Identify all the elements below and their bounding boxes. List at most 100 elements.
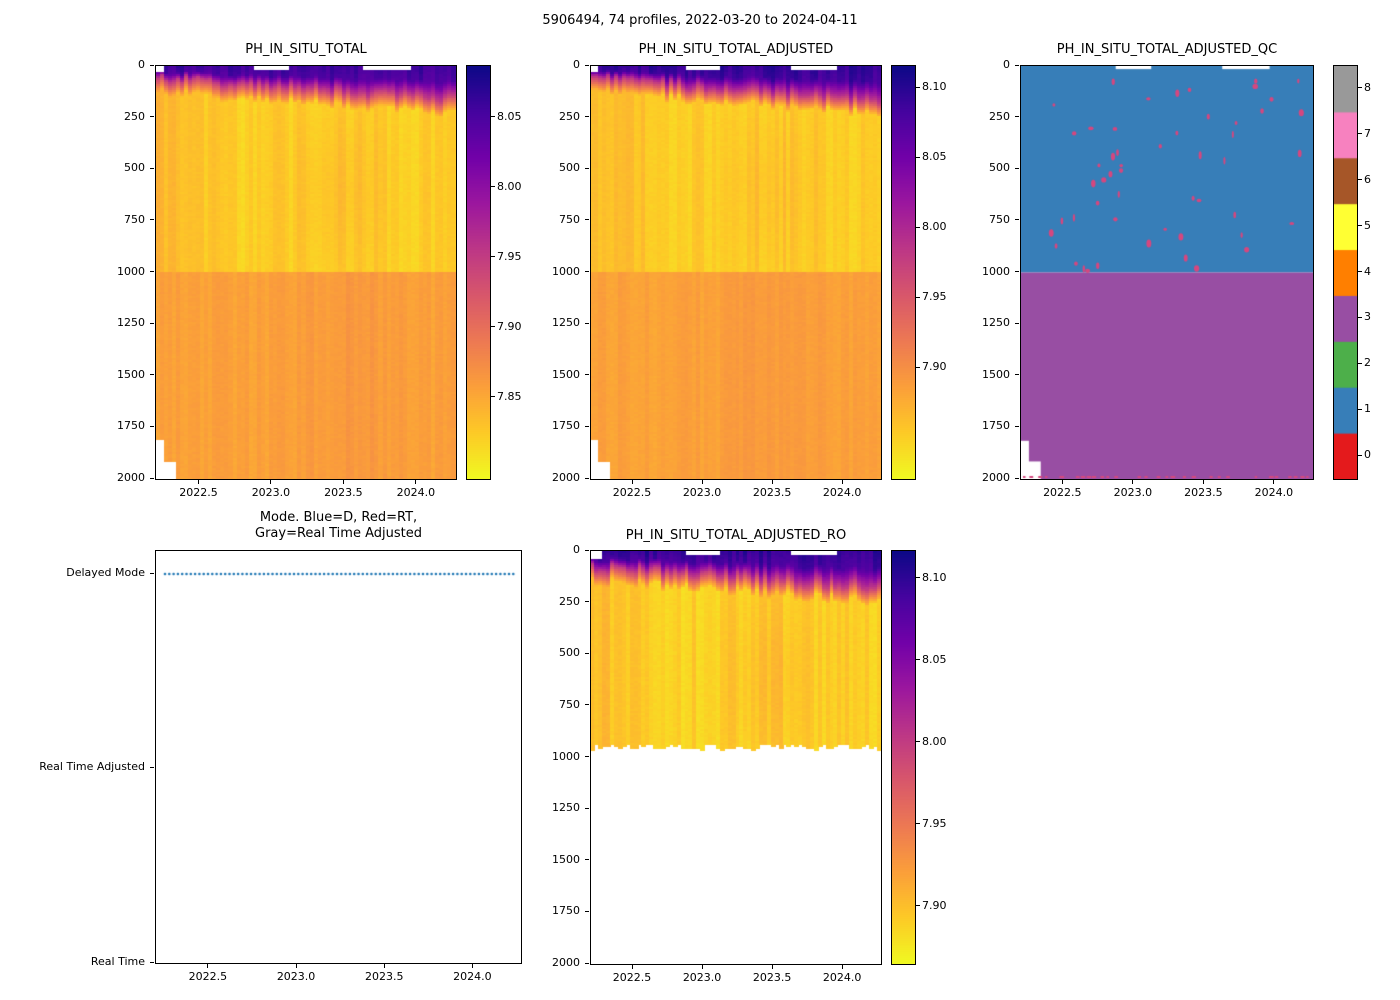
x-tick-mark	[701, 965, 703, 969]
x-tick-label: 2023.5	[324, 486, 363, 499]
colorbar-tick-mark	[1358, 454, 1362, 456]
colorbar-ph-in-situ-total	[466, 65, 491, 480]
y-tick-mark	[585, 756, 589, 757]
colorbar-tick-label: 0	[1364, 448, 1371, 462]
colorbar-tick-label: 6	[1364, 172, 1371, 186]
x-tick-mark	[1273, 480, 1275, 484]
y-tick-label: 1500	[117, 367, 145, 381]
y-tick-mark	[585, 910, 589, 912]
x-tick-label: 2023.0	[251, 486, 291, 499]
colorbar-ph-in-situ-total-canvas	[467, 66, 490, 479]
x-tick-mark	[415, 480, 417, 484]
y-tick-label: 2000	[117, 471, 145, 484]
colorbar-tick-label: 2	[1364, 356, 1371, 370]
x-tick-label: 2024.0	[453, 970, 492, 983]
colorbar-tick-mark	[1358, 316, 1362, 318]
y-tick-label: 250	[559, 594, 580, 608]
subplot-title-ph-in-situ-total-adjusted-qc: PH_IN_SITU_TOTAL_ADJUSTED_QC	[1056, 42, 1278, 57]
y-tick-mark	[1015, 425, 1019, 427]
x-tick-mark	[295, 964, 297, 968]
y-tick-mark	[585, 374, 589, 376]
y-tick-mark	[150, 271, 154, 272]
colorbar-tick-mark	[916, 156, 920, 158]
y-tick-label: 0	[1003, 58, 1010, 71]
y-tick-mark	[585, 167, 589, 169]
x-tick-mark	[270, 480, 272, 484]
colorbar-tick-label: 1	[1364, 402, 1371, 416]
colorbar-ph-in-situ-total-adjusted	[891, 65, 916, 480]
colorbar-tick-mark	[916, 823, 920, 825]
colorbar-tick-label: 8.00	[497, 179, 522, 193]
colorbar-tick-mark	[1358, 362, 1362, 364]
x-tick-label: 2023.5	[364, 970, 404, 983]
x-tick-label: 2023.5	[752, 486, 792, 499]
y-tick-mark	[585, 859, 589, 861]
colorbar-tick-label: 7.90	[922, 898, 947, 912]
x-tick-mark	[631, 965, 633, 969]
colorbar-tick-label: 3	[1364, 310, 1371, 324]
y-tick-mark	[150, 425, 154, 427]
x-tick-mark	[207, 964, 209, 968]
y-tick-label: 1250	[117, 316, 145, 330]
y-tick-mark	[150, 766, 154, 768]
y-tick-label: 500	[124, 161, 145, 175]
mode-plot	[155, 550, 522, 964]
colorbar-tick-label: 8.10	[922, 570, 947, 584]
colorbar-tick-mark	[491, 326, 495, 328]
y-tick-label: 1500	[552, 367, 580, 381]
colorbar-tick-mark	[916, 366, 920, 368]
y-tick-mark	[585, 425, 589, 427]
y-tick-label: 0	[138, 58, 145, 71]
x-tick-label: 2023.0	[276, 970, 316, 983]
y-tick-mark	[150, 219, 154, 221]
y-tick-mark	[585, 807, 589, 809]
y-tick-label: Real Time	[90, 955, 145, 968]
x-tick-label: 2023.0	[1113, 486, 1153, 499]
y-tick-mark	[1015, 322, 1019, 324]
heatmap-ph-in-situ-total-adjusted-ro-canvas	[591, 551, 881, 964]
colorbar-tick-mark	[491, 186, 495, 188]
colorbar-tick-mark	[1358, 271, 1362, 272]
y-tick-label: 1000	[552, 264, 580, 278]
y-tick-label: 1750	[552, 904, 580, 918]
y-tick-label: 2000	[552, 956, 580, 969]
colorbar-tick-label: 4	[1364, 264, 1371, 278]
y-tick-label: 2000	[552, 471, 580, 484]
colorbar-tick-label: 8.05	[922, 150, 947, 164]
colorbar-tick-label: 7	[1364, 126, 1371, 140]
x-tick-label: 2023.0	[682, 486, 722, 499]
y-tick-label: 2000	[982, 471, 1010, 484]
heatmap-ph-in-situ-total-adjusted-qc-canvas	[1021, 66, 1313, 479]
y-tick-label: 0	[573, 58, 580, 71]
colorbar-tick-label: 8.05	[922, 652, 947, 666]
y-tick-mark	[150, 167, 154, 169]
y-tick-mark	[585, 601, 589, 603]
y-tick-mark	[585, 652, 589, 654]
x-tick-label: 2022.5	[612, 486, 652, 499]
y-tick-mark	[150, 116, 154, 118]
subplot-title-ph-in-situ-total-adjusted-ro: PH_IN_SITU_TOTAL_ADJUSTED_RO	[625, 528, 847, 543]
colorbar-tick-label: 7.85	[497, 389, 522, 403]
x-tick-label: 2023.0	[682, 971, 722, 984]
x-tick-mark	[1132, 480, 1134, 484]
colorbar-tick-label: 8.00	[922, 734, 947, 748]
y-tick-mark	[1015, 374, 1019, 376]
x-tick-mark	[841, 965, 843, 969]
y-tick-label: Delayed Mode	[66, 566, 145, 580]
y-tick-label: 1500	[982, 367, 1010, 381]
colorbar-tick-label: 8.05	[497, 109, 522, 123]
colorbar-tick-mark	[916, 86, 920, 88]
y-tick-label: 1500	[552, 852, 580, 866]
colorbar-tick-mark	[916, 741, 920, 743]
x-tick-label: 2022.5	[1043, 486, 1082, 499]
y-tick-mark	[585, 116, 589, 118]
x-tick-label: 2024.0	[822, 486, 862, 499]
y-tick-mark	[1015, 271, 1019, 272]
y-tick-mark	[1015, 477, 1019, 479]
x-tick-mark	[841, 480, 843, 484]
y-tick-label: 1000	[552, 749, 580, 763]
y-tick-mark	[585, 271, 589, 272]
heatmap-ph-in-situ-total-adjusted-qc	[1020, 65, 1314, 480]
y-tick-mark	[1015, 219, 1019, 221]
